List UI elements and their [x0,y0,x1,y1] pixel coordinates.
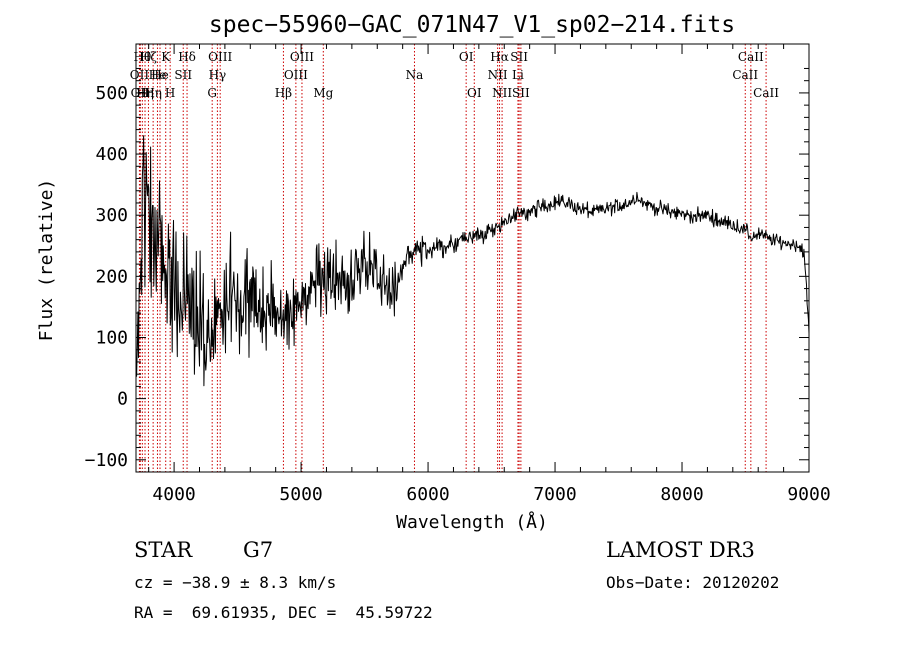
line-marker-label: OIII [290,50,314,64]
x-axis-ticks: 4000 5000 6000 7000 8000 9000 [148,44,831,505]
emission-line-labels: OIIOIIHθHηHζHηHeHeKHSIIHδGHγOIIIHβOIIIOI… [130,50,779,100]
line-marker-label: CaII [732,68,758,82]
line-marker-label: Hη [144,86,162,100]
line-marker-label: CaII [753,86,779,100]
y-tick-label: −100 [85,450,128,471]
line-marker-label: OII [130,68,150,82]
redshift-readout: cz = −38.9 ± 8.3 km/s [134,573,337,592]
x-tick-label: 9000 [787,484,830,505]
line-marker-label: Mg [313,86,333,100]
line-marker-label: Hα [490,50,509,64]
y-tick-label: 0 [117,389,128,410]
spectrum-line [135,135,810,387]
line-marker-label: K [161,50,171,64]
x-axis-label: Wavelength (Å) [396,511,548,533]
y-tick-label: 500 [95,83,128,104]
emission-line-markers [138,44,767,472]
line-marker-label: OI [459,50,474,64]
line-marker-label: NII [492,86,512,100]
line-marker-label: NII [488,68,508,82]
line-marker-label: SII [510,50,528,64]
object-subclass: G7 [243,538,274,562]
observation-date: Obs−Date: 20120202 [606,573,780,592]
line-marker-label: OI [467,86,482,100]
survey-name: LAMOST DR3 [606,538,755,562]
x-tick-label: 8000 [660,484,703,505]
y-tick-label: 200 [95,266,128,287]
line-marker-label: Hθ [133,50,151,64]
line-marker-label: He [149,68,167,82]
x-tick-label: 4000 [152,484,195,505]
line-marker-label: Li [512,68,524,82]
line-marker-label: Hγ [209,68,227,82]
line-marker-label: Hβ [275,86,292,100]
plot-frame [135,43,810,473]
y-tick-label: 400 [95,144,128,165]
y-tick-label: 300 [95,205,128,226]
line-marker-label: SII [174,68,192,82]
line-marker-label: He [151,68,169,82]
y-axis-label: Flux (relative) [36,179,57,342]
line-marker-label: SII [512,86,530,100]
line-marker-label: OIII [284,68,308,82]
line-marker-label: OIII [208,50,232,64]
line-marker-label: G [207,86,217,100]
x-tick-label: 5000 [279,484,322,505]
line-marker-label: H [165,86,175,100]
line-marker-label: Na [406,68,424,82]
object-class: STAR [134,538,193,562]
line-marker-label: CaII [738,50,764,64]
line-marker-label: Hδ [178,50,196,64]
line-marker-label: Hζ [140,50,157,64]
chart-title: spec−55960−GAC_071N47_V1_sp02−214.fits [209,12,735,38]
y-axis-ticks: −100 0 100 200 300 400 500 [85,67,809,471]
y-tick-label: 100 [95,327,128,348]
x-tick-label: 6000 [406,484,449,505]
sky-coordinates: RA = 69.61935, DEC = 45.59722 [134,603,433,622]
x-tick-label: 7000 [533,484,576,505]
